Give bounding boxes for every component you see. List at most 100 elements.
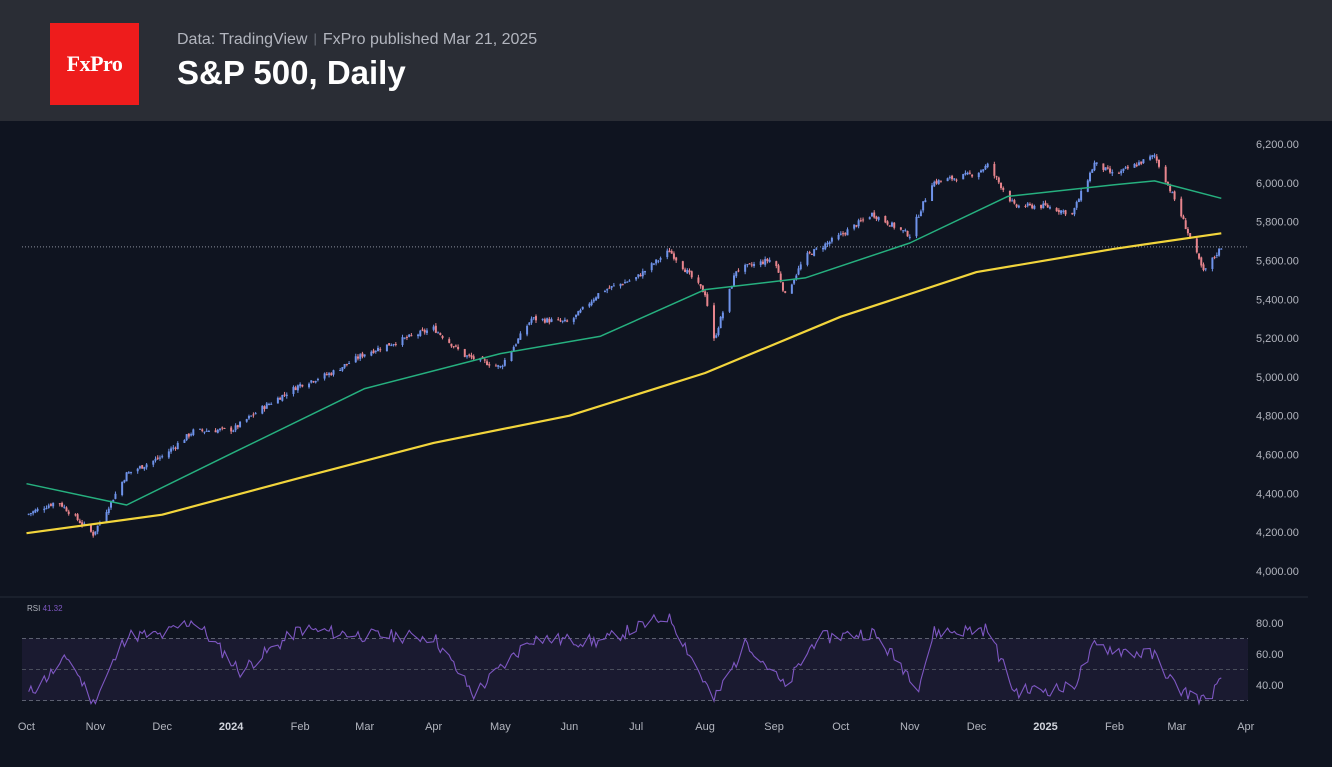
- candle-body: [603, 291, 606, 293]
- rsi-label: RSI 41.32: [27, 604, 63, 613]
- candle-body: [510, 351, 513, 362]
- sma-fast-line: [26, 180, 1222, 506]
- candle-body: [434, 325, 437, 333]
- candle-body: [127, 472, 130, 474]
- candle-body: [405, 336, 408, 338]
- candle-body: [29, 513, 32, 515]
- candle-body: [283, 394, 286, 396]
- candle-body: [948, 177, 951, 179]
- candle-body: [1135, 164, 1138, 167]
- candle-body: [316, 379, 319, 381]
- candle-body: [955, 179, 958, 181]
- y-tick-label: 4,600.00: [1256, 450, 1299, 462]
- candle-body: [528, 322, 531, 325]
- x-tick-label: Aug: [695, 721, 715, 733]
- candle-body: [884, 216, 887, 223]
- candle-body: [908, 236, 911, 238]
- candle-body: [608, 287, 611, 289]
- candle-body: [361, 353, 364, 357]
- candle-body: [1124, 167, 1127, 169]
- candle-body: [401, 337, 404, 346]
- candle-body: [1155, 156, 1158, 161]
- candle-body: [1184, 220, 1187, 230]
- candle-body: [984, 166, 987, 170]
- candle-body: [172, 447, 175, 449]
- candle-body: [112, 499, 115, 503]
- candle-body: [659, 258, 662, 260]
- sma-slow-line: [26, 232, 1222, 535]
- candle-body: [379, 349, 382, 351]
- candle-body: [1200, 257, 1203, 266]
- candle-body: [203, 431, 206, 433]
- candle-body: [1195, 238, 1198, 253]
- candle-body: [699, 284, 702, 287]
- candle-body: [1211, 257, 1214, 269]
- rsi-pane: RSI 41.32 80.00 60.00 40.00: [22, 604, 1284, 706]
- y-tick-label: 4,000.00: [1256, 566, 1299, 578]
- candle-body: [968, 172, 971, 174]
- candle-body: [125, 472, 128, 482]
- candle-body: [281, 394, 284, 401]
- candle-body: [1169, 185, 1172, 192]
- candle-body: [503, 359, 506, 366]
- candle-body: [946, 178, 949, 182]
- candle-body: [581, 306, 584, 310]
- candle-body: [299, 384, 302, 387]
- candle-body: [454, 345, 457, 347]
- candle-body: [1028, 203, 1031, 205]
- candle-body: [837, 234, 840, 240]
- y-tick-label: 6,000.00: [1256, 178, 1299, 190]
- y-tick-label: 5,400.00: [1256, 294, 1299, 306]
- candle-body: [1111, 171, 1114, 174]
- candle-body: [799, 264, 802, 270]
- candle-body: [650, 263, 653, 271]
- candle-body: [89, 524, 92, 532]
- candle-body: [684, 269, 687, 273]
- candle-body: [577, 311, 580, 316]
- candle-body: [81, 522, 84, 526]
- candle-body: [904, 230, 907, 232]
- candle-body: [628, 280, 631, 282]
- candle-body: [330, 373, 333, 376]
- candle-body: [292, 386, 295, 395]
- candle-body: [559, 320, 562, 322]
- candle-body: [899, 227, 902, 230]
- candle-body: [223, 427, 226, 429]
- candle-body: [439, 333, 442, 335]
- candle-body: [394, 343, 397, 345]
- candle-body: [61, 502, 64, 507]
- candle-body: [797, 268, 800, 275]
- candle-body: [526, 326, 529, 335]
- candle-body: [644, 271, 647, 273]
- candle-body: [1142, 159, 1145, 164]
- candle-body: [1015, 204, 1018, 207]
- candle-body: [721, 312, 724, 319]
- candle-body: [294, 387, 297, 391]
- candle-body: [735, 271, 738, 277]
- source-line: Data: TradingView | FxPro published Mar 21…: [177, 31, 537, 49]
- chart-area[interactable]: 6,200.00 6,000.00 5,800.00 5,600.00 5,400.00…: [0, 121, 1332, 762]
- candle-body: [917, 216, 920, 218]
- candle-body: [530, 318, 533, 323]
- candle-body: [441, 335, 444, 339]
- candle-body: [52, 502, 55, 507]
- candle-body: [374, 350, 377, 352]
- candle-body: [830, 238, 833, 242]
- candle-body: [372, 350, 375, 353]
- candle-body: [826, 242, 829, 245]
- candle-body: [1062, 210, 1065, 212]
- fxpro-logo: FxPro: [50, 23, 139, 105]
- x-tick-label: May: [490, 721, 511, 733]
- price-chart[interactable]: 6,200.00 6,000.00 5,800.00 5,600.00 5,400.00…: [0, 121, 1332, 762]
- candle-body: [1182, 216, 1185, 220]
- candle-body: [844, 233, 847, 235]
- candle-body: [1024, 205, 1027, 207]
- candle-body: [688, 270, 691, 273]
- candle-body: [668, 250, 671, 253]
- y-tick-label: 5,800.00: [1256, 217, 1299, 229]
- y-tick-label: 6,200.00: [1256, 139, 1299, 151]
- candle-body: [421, 329, 424, 331]
- candle-body: [543, 319, 546, 323]
- candle-body: [846, 229, 849, 236]
- candle-body: [1173, 191, 1176, 200]
